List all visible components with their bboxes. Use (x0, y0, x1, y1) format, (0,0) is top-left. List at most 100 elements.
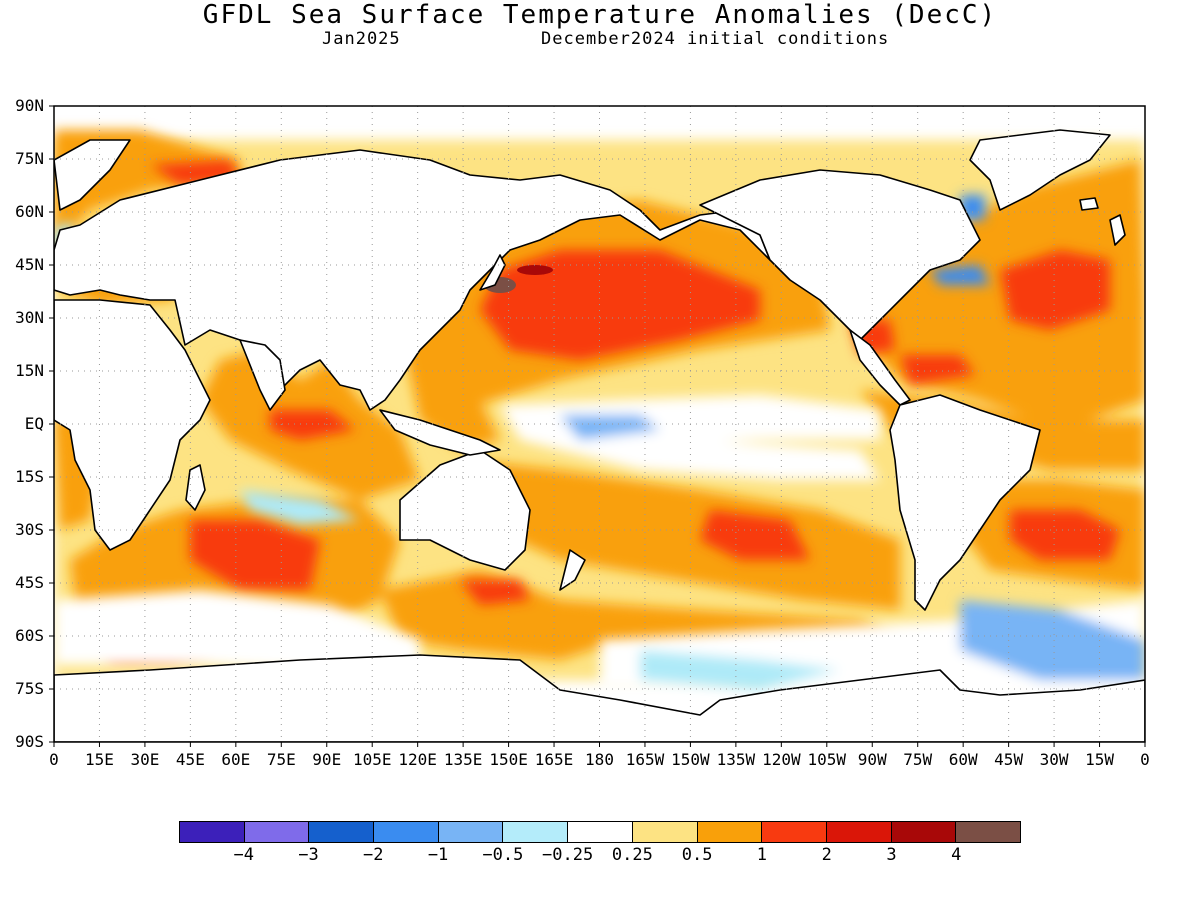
colorbar-label: 3 (886, 845, 897, 865)
land-south-america (889, 394, 1041, 611)
colorbar-label: −4 (233, 845, 255, 865)
lat-tick-label: 75S (15, 679, 44, 698)
lat-tick-label: 15N (15, 361, 44, 380)
colorbar-swatch (891, 822, 957, 842)
land-new-zealand (559, 549, 586, 591)
south-pacific-red (700, 510, 810, 560)
lat-tick-label: 60S (15, 626, 44, 645)
initial-conditions-label: December2024 initial conditions (541, 29, 890, 49)
land-greenland (969, 129, 1111, 211)
lon-tick-label: 30E (130, 750, 160, 769)
north-atlantic-red (1000, 250, 1110, 330)
southern-ocean-neutral-band (54, 590, 420, 680)
land-india (239, 339, 286, 411)
map-grid (54, 106, 1145, 742)
gulf-stream-cool (930, 265, 990, 285)
colorbar-label: 0.25 (611, 845, 653, 865)
lon-tick-label: 150W (671, 750, 710, 769)
lat-tick-label: 45S (15, 573, 44, 592)
colorbar-swatch (374, 822, 439, 842)
lat-tick-label: EQ (24, 414, 44, 433)
lon-tick-label: 0 (49, 750, 59, 769)
west-pacific-warm-pool-orange (400, 330, 500, 450)
lon-tick-label: 75E (266, 750, 296, 769)
colorbar-label: −3 (298, 845, 319, 865)
lon-tick-label: 90E (312, 750, 342, 769)
colorbar-swatch (762, 822, 827, 842)
caribbean-red (900, 355, 975, 385)
lon-tick-label: 75W (903, 750, 933, 769)
land-uk (1109, 214, 1126, 246)
colorbar-swatch (956, 822, 1020, 842)
colorbar-swatch (244, 822, 310, 842)
lon-tick-label: 105W (807, 750, 847, 769)
colorbar-label: −0.25 (542, 845, 594, 865)
colorbar-label: −1 (427, 845, 449, 865)
colorbar-swatch (568, 822, 633, 842)
colorbar-label: 1 (756, 845, 768, 865)
land-australia (399, 449, 531, 571)
colorbar-swatch (826, 822, 892, 842)
lon-tick-label: 120E (398, 750, 437, 769)
south-pacific-orange (470, 460, 900, 610)
lat-tick-label: 75N (15, 149, 44, 168)
land-iceland (1079, 197, 1099, 211)
lon-tick-label: 90W (857, 750, 887, 769)
lon-tick-label: 60W (948, 750, 978, 769)
land-madagascar (185, 464, 206, 511)
land-central-america (849, 329, 911, 406)
lat-tick-label: 90N (15, 96, 44, 115)
north-pacific-red (480, 250, 760, 360)
lon-tick-label: 165W (625, 750, 665, 769)
lon-tick-label: 15W (1085, 750, 1114, 769)
south-indian-east-orange (380, 570, 620, 660)
lon-tick-label: 135E (443, 750, 483, 769)
lon-tick-label: 150E (489, 750, 528, 769)
colorbar-label: −2 (363, 845, 384, 865)
colorbar (179, 821, 1021, 843)
south-atlantic-red (1010, 510, 1120, 560)
lon-tick-label: 120W (762, 750, 801, 769)
colorbar-swatch (180, 822, 245, 842)
arabian-sea-red (270, 410, 355, 440)
colorbar-swatch (697, 822, 763, 842)
lat-tick-label: 30N (15, 308, 44, 327)
southern-ocean-cool (640, 650, 840, 690)
land-japan (479, 254, 506, 291)
land-scandinavia (54, 139, 131, 211)
south-indian-red (190, 520, 320, 590)
lon-tick-label: 45E (175, 750, 205, 769)
colorbar-label: 0.5 (681, 845, 713, 865)
colorbar-swatch (632, 822, 698, 842)
colorbar-swatch (438, 822, 504, 842)
south-indian-cool (240, 490, 360, 525)
tasman-red (460, 580, 530, 605)
lat-tick-label: 45N (15, 255, 44, 274)
land-maritime-continent (379, 409, 501, 456)
lon-tick-label: 15E (85, 750, 114, 769)
land-eurasia (54, 149, 771, 411)
lon-tick-label: 165E (534, 750, 574, 769)
lat-tick-label: 15S (15, 467, 44, 486)
lon-tick-label: 60E (221, 750, 251, 769)
land-north-america (699, 169, 981, 341)
colorbar-swatch (309, 822, 375, 842)
colorbar-label: 4 (951, 845, 962, 865)
chart-title: GFDL Sea Surface Temperature Anomalies (… (202, 0, 998, 30)
lon-tick-label: 45W (994, 750, 1024, 769)
lon-tick-label: 105E (352, 750, 392, 769)
lon-tick-label: 180 (585, 750, 614, 769)
forecast-month: Jan2025 (322, 29, 401, 49)
lon-tick-label: 30W (1039, 750, 1069, 769)
kuroshio-dark-red (517, 265, 553, 275)
lat-tick-label: 60N (15, 202, 44, 221)
land-africa (54, 299, 211, 551)
lat-tick-label: 90S (15, 732, 44, 751)
colorbar-label: −0.5 (482, 845, 524, 865)
weddell-sea-cool (960, 600, 1145, 680)
equatorial-pacific-cool-blue (560, 415, 660, 440)
lon-tick-label: 135W (716, 750, 756, 769)
lat-tick-label: 30S (15, 520, 44, 539)
colorbar-label: 2 (821, 845, 832, 865)
lon-tick-label: 0 (1140, 750, 1150, 769)
